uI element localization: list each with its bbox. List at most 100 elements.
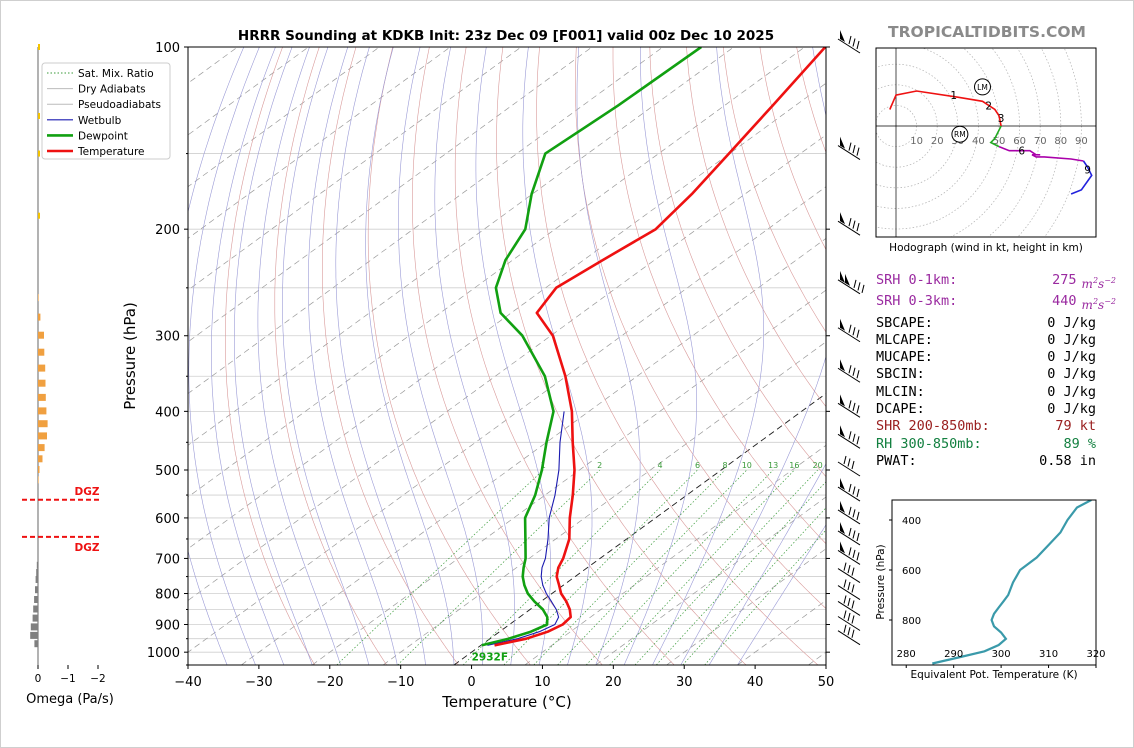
isotherm-line	[188, 47, 735, 446]
wind-barb-feather	[843, 455, 847, 465]
legend-label: Temperature	[77, 146, 145, 158]
isotherm-line	[188, 47, 664, 394]
omega-tick-label: −1	[60, 673, 75, 685]
wind-barb-shaft	[837, 433, 861, 449]
pseudo-adiabat-line	[282, 47, 370, 665]
stat-label: SRH 0-1km:	[876, 272, 958, 288]
wind-barb-feather	[852, 509, 856, 518]
dry-adiabat-line	[274, 47, 387, 665]
wind-barb-shaft	[837, 630, 861, 646]
wind-barb-flag	[840, 500, 845, 513]
omega-bar	[38, 379, 46, 387]
mixing-ratio-line	[656, 481, 826, 665]
omega-bar	[38, 466, 40, 473]
x-tick-label: −10	[387, 675, 414, 690]
mixing-ratio-line	[462, 469, 661, 665]
legend-label: Sat. Mix. Ratio	[78, 68, 154, 80]
mixing-ratio-line	[609, 469, 795, 665]
wind-barb-feather	[848, 365, 852, 374]
wind-barb-feather	[847, 458, 851, 467]
wind-barb-feather	[856, 436, 860, 445]
hodograph-trace	[998, 145, 1084, 162]
wind-barb-feather	[848, 35, 852, 45]
wind-barb-feather	[851, 567, 855, 576]
y-tick-label: 200	[155, 223, 180, 238]
y-tick-label: 700	[155, 552, 180, 567]
mixing-ratio-line	[585, 469, 774, 665]
wind-barb-feather	[856, 223, 860, 232]
y-tick-label: 500	[155, 464, 180, 479]
brand-logo: TROPICALTIDBITS.COM	[888, 23, 1086, 41]
stat-row: PWAT: 0.58 in	[876, 453, 1116, 470]
omega-bar	[36, 561, 38, 569]
stat-value: 440	[1052, 293, 1077, 310]
storm-motion-label: RM	[954, 130, 966, 139]
pseudo-adiabat-line	[211, 47, 285, 665]
pseudo-adiabat-line	[576, 47, 641, 665]
wind-barb-shaft	[837, 616, 861, 631]
wind-barb-feather	[856, 329, 860, 338]
isotherm-line	[311, 289, 826, 665]
wind-barb-feather	[852, 433, 856, 442]
stat-value: 0 J/kg	[1047, 349, 1096, 366]
wind-barb-feather	[843, 562, 847, 571]
omega-bar	[38, 407, 47, 415]
theta-e-y-tick-label: 800	[902, 616, 921, 627]
mixing-ratio-line	[557, 469, 748, 665]
y-tick-label: 600	[155, 512, 180, 527]
omega-bar	[35, 576, 38, 583]
mixing-ratio-label: 24	[832, 461, 842, 470]
x-tick-label: −30	[245, 675, 272, 690]
omega-bar	[38, 444, 45, 452]
mixing-ratio-label: 10	[742, 461, 752, 470]
dry-adiabat-line	[612, 47, 826, 545]
mixing-ratio-label: 16	[789, 461, 799, 470]
hodograph-trace	[889, 90, 1002, 127]
dgz-label: DGZ	[75, 486, 100, 498]
dry-adiabat-line	[225, 47, 315, 665]
omega-bar	[33, 605, 38, 613]
isotherm-line	[188, 47, 451, 239]
wind-barb-feather	[848, 400, 852, 409]
wind-barb-feather	[843, 595, 847, 604]
stat-row: MLCIN: 0 J/kg	[876, 384, 1116, 401]
hodograph-height-label: 2	[985, 100, 992, 112]
stat-label: SBCAPE:	[876, 314, 933, 331]
hodograph-height-label: 6	[1018, 146, 1025, 158]
theta-e-x-tick-label: 280	[897, 649, 916, 660]
stat-value: 0 J/kg	[1047, 314, 1096, 331]
stat-value: 89 %	[1063, 435, 1096, 452]
surface-dewpoint-label: 2932F	[472, 651, 508, 663]
wind-barb-flag	[845, 273, 850, 286]
hodograph-ring-label: 50	[993, 136, 1006, 147]
wind-barb-flag	[840, 425, 845, 438]
omega-bar	[38, 432, 47, 440]
stat-value: 0 J/kg	[1047, 383, 1096, 400]
wind-barb-feather	[847, 564, 851, 574]
stat-row: RH 300-850mb: 89 %	[876, 436, 1116, 453]
dry-adiabat-line	[412, 47, 603, 665]
pseudo-adiabat-line	[708, 463, 826, 665]
wind-barb-shaft	[837, 509, 861, 525]
omega-bar	[38, 150, 40, 157]
wind-barb-feather	[843, 579, 847, 588]
stat-label: MLCAPE:	[876, 331, 933, 348]
wind-barb-feather	[852, 549, 856, 559]
omega-bar	[38, 331, 44, 339]
theta-e-axes: 280 290 300 310 320 400 600 800	[889, 516, 1106, 668]
theta-e-x-tick-label: 290	[944, 649, 963, 660]
dry-adiabat-line	[536, 47, 819, 665]
omega-bar	[38, 420, 48, 428]
isotherm-line	[595, 496, 826, 665]
wind-barb-shaft	[837, 402, 861, 418]
x-tick-label: 30	[676, 675, 693, 690]
wind-barb-feather	[851, 615, 855, 624]
pseudo-adiabat-line	[234, 47, 313, 665]
legend-label: Pseudoadiabats	[78, 99, 161, 111]
stat-value: 275	[1052, 272, 1077, 288]
mixing-ratio-label: 13	[768, 461, 778, 470]
wind-barb-feather	[856, 488, 860, 498]
y-tick-label: 300	[155, 330, 180, 345]
stat-row: MUCAPE: 0 J/kg	[876, 349, 1116, 366]
